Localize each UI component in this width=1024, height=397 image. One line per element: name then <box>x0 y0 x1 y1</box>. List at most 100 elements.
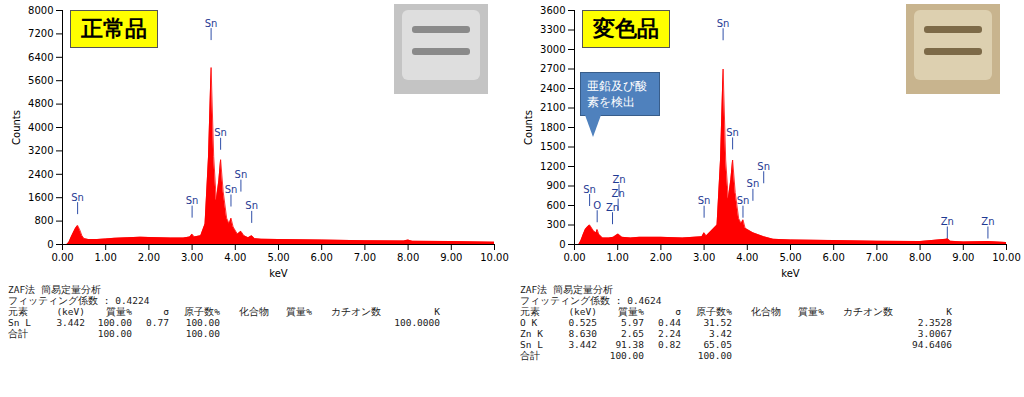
svg-text:1200: 1200 <box>540 161 565 172</box>
html-text:100.00: 100.00 <box>185 328 220 339</box>
html-text:Sn L: Sn L <box>8 317 31 328</box>
svg-text:0: 0 <box>47 239 53 250</box>
svg-text:Sn: Sn <box>71 192 84 203</box>
svg-text:1.00: 1.00 <box>607 252 629 263</box>
svg-text:600: 600 <box>546 200 565 211</box>
svg-text:2400: 2400 <box>540 83 565 94</box>
html-text:カチオン数: カチオン数 <box>331 306 381 317</box>
html-text:ZAF法 簡易定量分析: ZAF法 簡易定量分析 <box>520 284 613 295</box>
svg-text:Sn: Sn <box>205 18 218 29</box>
svg-text:Sn: Sn <box>717 18 730 29</box>
html-text:3.442: 3.442 <box>56 317 85 328</box>
html-text:変色品: 変色品 <box>593 16 659 41</box>
html-text:元素: 元素 <box>8 306 28 317</box>
svg-text:Sn: Sn <box>726 127 739 138</box>
svg-text:O: O <box>593 200 601 211</box>
html-text:原子数%: 原子数% <box>696 306 732 317</box>
svg-text:2400: 2400 <box>28 169 53 180</box>
svg-text:1500: 1500 <box>540 141 565 152</box>
svg-text:6.00: 6.00 <box>823 252 845 263</box>
svg-text:4.00: 4.00 <box>736 252 758 263</box>
svg-text:10.00: 10.00 <box>992 252 1021 263</box>
html-text:0.77: 0.77 <box>146 317 169 328</box>
html-text:100.00: 100.00 <box>97 328 132 339</box>
svg-text:3600: 3600 <box>540 5 565 16</box>
svg-text:Sn: Sn <box>747 178 760 189</box>
svg-text:7.00: 7.00 <box>866 252 888 263</box>
svg-text:Sn: Sn <box>186 195 199 206</box>
svg-text:Sn: Sn <box>225 184 238 195</box>
svg-text:0: 0 <box>559 239 565 250</box>
svg-text:2700: 2700 <box>540 63 565 74</box>
svg-text:Zn: Zn <box>612 174 625 185</box>
svg-text:8.00: 8.00 <box>397 252 419 263</box>
svg-text:Counts: Counts <box>523 110 534 145</box>
svg-text:Zn: Zn <box>941 216 954 227</box>
svg-text:7200: 7200 <box>28 28 53 39</box>
html-text:100.0000: 100.0000 <box>394 317 440 328</box>
html-text:カチオン数: カチオン数 <box>843 306 893 317</box>
svg-text:2100: 2100 <box>540 102 565 113</box>
html-text:合計: 合計 <box>8 328 28 339</box>
svg-text:Sn: Sn <box>698 195 711 206</box>
html-text:100.00: 100.00 <box>185 317 220 328</box>
html-text:(keV): (keV) <box>568 306 597 317</box>
svg-text:3.00: 3.00 <box>693 252 715 263</box>
svg-text:8000: 8000 <box>28 5 53 16</box>
html-text:化合物: 化合物 <box>751 306 781 317</box>
svg-text:Sn: Sn <box>757 161 770 172</box>
svg-text:1600: 1600 <box>28 192 53 203</box>
html-text:ZAF法 簡易定量分析: ZAF法 簡易定量分析 <box>8 284 101 295</box>
svg-text:7.00: 7.00 <box>354 252 376 263</box>
html-text:フィッティング係数 : 0.4224: フィッティング係数 : 0.4224 <box>8 295 150 306</box>
html-text:元素: 元素 <box>520 306 540 317</box>
svg-text:5600: 5600 <box>28 75 53 86</box>
svg-text:Sn: Sn <box>583 184 596 195</box>
svg-text:4000: 4000 <box>28 122 53 133</box>
svg-text:Sn: Sn <box>235 169 248 180</box>
svg-text:2.00: 2.00 <box>650 252 672 263</box>
svg-text:3.00: 3.00 <box>181 252 203 263</box>
html-text:質量%: 質量% <box>106 306 132 317</box>
svg-text:Zn: Zn <box>606 202 619 213</box>
svg-text:3300: 3300 <box>540 24 565 35</box>
svg-text:10.00: 10.00 <box>480 252 509 263</box>
svg-text:0.00: 0.00 <box>563 252 585 263</box>
html-text:化合物: 化合物 <box>239 306 269 317</box>
svg-text:800: 800 <box>34 215 53 226</box>
svg-text:Zn: Zn <box>981 216 994 227</box>
html-text:質量%: 質量% <box>286 306 312 317</box>
svg-text:Counts: Counts <box>11 110 22 145</box>
html-text:亜鉛及び酸素を検出: 亜鉛及び酸素を検出 <box>587 79 647 109</box>
svg-text:9.00: 9.00 <box>952 252 974 263</box>
svg-text:3200: 3200 <box>28 145 53 156</box>
svg-text:1.00: 1.00 <box>95 252 117 263</box>
html-text:100.00: 100.00 <box>97 317 132 328</box>
svg-text:1800: 1800 <box>540 122 565 133</box>
svg-text:5.00: 5.00 <box>779 252 801 263</box>
svg-text:6400: 6400 <box>28 52 53 63</box>
svg-text:Sn: Sn <box>214 127 227 138</box>
svg-text:300: 300 <box>546 219 565 230</box>
svg-text:900: 900 <box>546 180 565 191</box>
svg-text:3000: 3000 <box>540 44 565 55</box>
html-text:原子数%: 原子数% <box>184 306 220 317</box>
svg-text:5.00: 5.00 <box>267 252 289 263</box>
svg-text:2.00: 2.00 <box>138 252 160 263</box>
svg-text:Sn: Sn <box>245 200 258 211</box>
html-text:質量%: 質量% <box>798 306 824 317</box>
svg-text:6.00: 6.00 <box>311 252 333 263</box>
html-text:正常品: 正常品 <box>81 16 147 41</box>
svg-text:keV: keV <box>781 268 800 279</box>
html-text:(keV): (keV) <box>56 306 85 317</box>
svg-text:4800: 4800 <box>28 98 53 109</box>
svg-text:8.00: 8.00 <box>909 252 931 263</box>
svg-text:Sn: Sn <box>737 195 750 206</box>
html-text:フィッティング係数 : 0.4624: フィッティング係数 : 0.4624 <box>520 295 662 306</box>
html-text:質量%: 質量% <box>618 306 644 317</box>
svg-text:0.00: 0.00 <box>51 252 73 263</box>
svg-text:9.00: 9.00 <box>440 252 462 263</box>
svg-text:Zn: Zn <box>612 188 625 199</box>
svg-text:keV: keV <box>269 268 288 279</box>
svg-text:4.00: 4.00 <box>224 252 246 263</box>
